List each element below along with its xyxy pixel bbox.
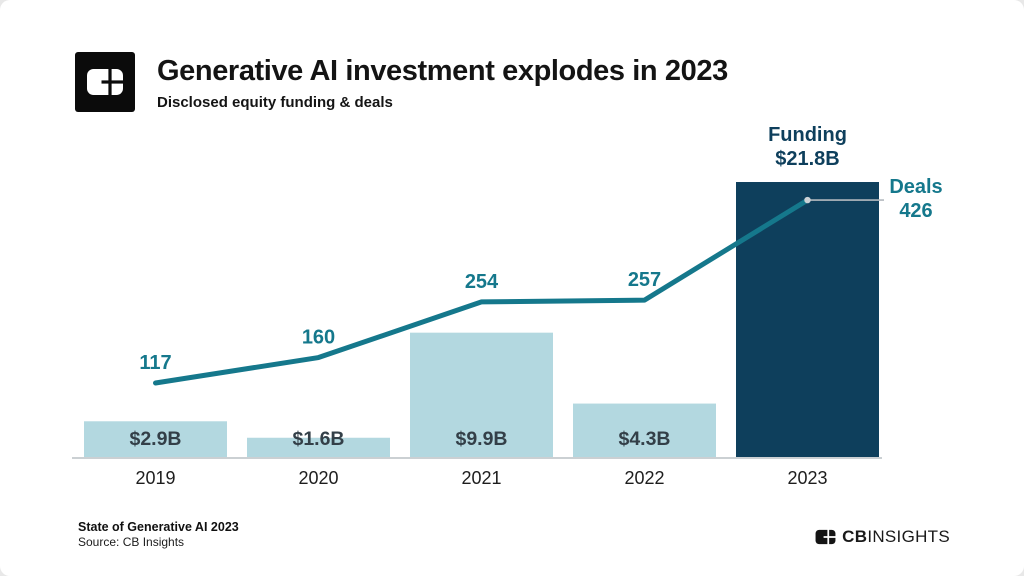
header: Generative AI investment explodes in 202…: [75, 52, 728, 112]
brand-cb: CB: [842, 527, 868, 546]
x-tick-2023: 2023: [787, 468, 827, 488]
footer-report-info: State of Generative AI 2023 Source: CB I…: [78, 519, 239, 550]
bar-value-label-2022: $4.3B: [618, 428, 670, 450]
deals-annotation-title: Deals: [889, 176, 943, 198]
source-credit: Source: CB Insights: [78, 535, 185, 549]
x-tick-2022: 2022: [624, 468, 664, 488]
deals-annotation: Deals 426: [883, 175, 949, 223]
cb-insights-logomark-glyph: [87, 68, 124, 96]
brand-wordmark: CBINSIGHTS: [842, 527, 950, 547]
funding-bar-2019: [84, 421, 227, 458]
cb-insights-logomark-small-icon: [815, 529, 837, 545]
footer-brand: CBINSIGHTS: [815, 527, 950, 547]
report-title: State of Generative AI 2023: [78, 520, 239, 534]
deals-value-label-2022: 257: [628, 269, 661, 291]
x-tick-2021: 2021: [461, 468, 501, 488]
deals-line-endpoint: [804, 196, 811, 204]
page-title: Generative AI investment explodes in 202…: [157, 55, 728, 87]
bar-value-label-2019: $2.9B: [129, 428, 181, 450]
funding-annotation: Funding $21.8B: [717, 123, 898, 171]
funding-bar-2020: [247, 437, 390, 458]
deals-value-label-2019: 117: [139, 352, 171, 374]
x-tick-2020: 2020: [298, 468, 338, 488]
deals-value-label-2021: 254: [465, 271, 499, 293]
deals-value-label-2020: 160: [302, 327, 335, 349]
funding-annotation-value: $21.8B: [775, 148, 840, 170]
funding-bar-2023: [736, 182, 879, 458]
funding-bar-2022: [573, 403, 716, 458]
cb-insights-logo-icon: [75, 52, 135, 112]
title-block: Generative AI investment explodes in 202…: [157, 52, 728, 111]
funding-annotation-title: Funding: [768, 124, 847, 146]
brand-insights: INSIGHTS: [867, 527, 950, 546]
funding-bar-2021: [410, 332, 553, 458]
page-subtitle: Disclosed equity funding & deals: [157, 94, 393, 111]
x-tick-2019: 2019: [135, 468, 175, 488]
bar-value-label-2021: $9.9B: [455, 428, 507, 450]
bar-value-label-2020: $1.6B: [292, 428, 344, 450]
deals-annotation-value: 426: [899, 200, 933, 222]
deals-line: [153, 197, 810, 386]
